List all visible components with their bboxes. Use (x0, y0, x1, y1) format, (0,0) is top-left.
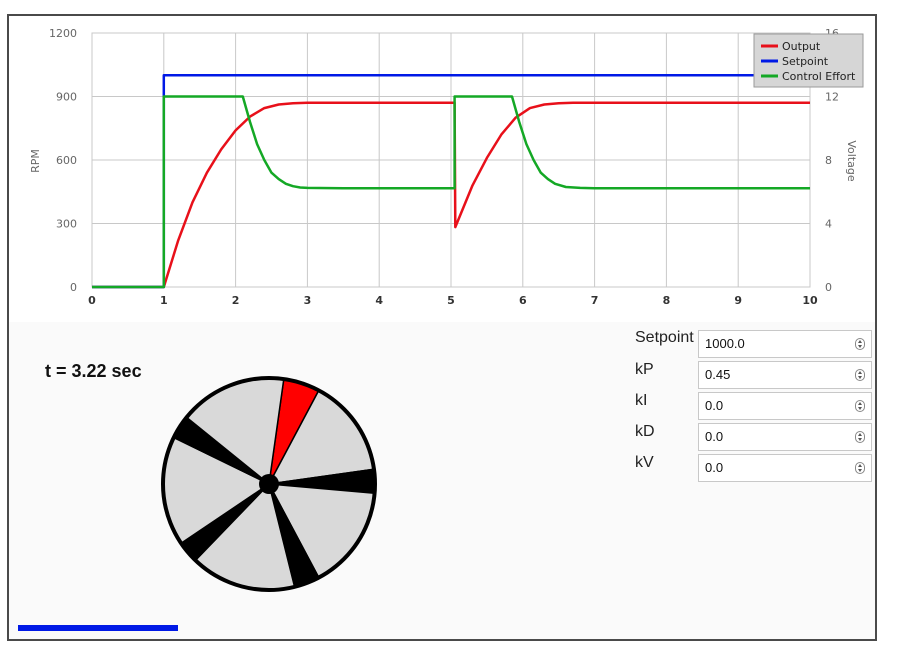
app-frame: 012345678910030060090012000481216 RPM Vo… (7, 14, 877, 641)
kp-value: 0.45 (705, 367, 731, 382)
kv-input[interactable]: 0.0 (698, 454, 872, 482)
time-readout: t = 3.22 sec (45, 361, 142, 381)
ki-value: 0.0 (705, 398, 724, 413)
kd-value: 0.0 (705, 429, 724, 444)
y2-tick-label: 12 (825, 91, 839, 104)
x-tick-label: 2 (232, 294, 240, 307)
legend: Output Setpoint Control Effort (753, 33, 864, 88)
y2-tick-label: 4 (825, 218, 832, 231)
kp-label: kP (635, 361, 654, 378)
x-tick-label: 5 (447, 294, 455, 307)
y-tick-label: 900 (56, 91, 77, 104)
x-tick-label: 7 (591, 294, 599, 307)
motor-wheel (161, 376, 377, 592)
chart: 012345678910030060090012000481216 RPM Vo… (29, 27, 864, 307)
wheel-sectors (162, 377, 376, 591)
x-tick-label: 8 (663, 294, 671, 307)
y2-axis-title: Voltage (845, 140, 858, 181)
kd-stepper-icon[interactable] (855, 431, 865, 443)
chart-series (92, 74, 810, 289)
y2-tick-label: 0 (825, 281, 832, 294)
chart-grid (91, 32, 811, 288)
y-tick-label: 0 (70, 281, 77, 294)
y2-tick-label: 8 (825, 154, 832, 167)
legend-label-output: Output (782, 40, 821, 53)
series-line-output (92, 101, 810, 289)
setpoint-label: Setpoint (635, 329, 694, 346)
y-tick-label: 300 (56, 218, 77, 231)
kd-input[interactable]: 0.0 (698, 423, 872, 451)
y-tick-label: 600 (56, 154, 77, 167)
setpoint-input[interactable]: 1000.0 (698, 330, 872, 358)
series-line-control-effort (92, 95, 810, 289)
kv-label: kV (635, 454, 654, 471)
kv-stepper-icon[interactable] (855, 462, 865, 474)
plot-area: 012345678910030060090012000481216 RPM Vo… (9, 16, 875, 322)
wheel-rim (161, 376, 377, 592)
kd-label: kD (635, 423, 655, 440)
setpoint-stepper-icon[interactable] (855, 338, 865, 350)
legend-label-control-effort: Control Effort (782, 70, 856, 83)
kp-stepper-icon[interactable] (855, 369, 865, 381)
x-tick-label: 3 (304, 294, 312, 307)
time-progress-fill (18, 625, 178, 631)
time-progress-bar (18, 625, 178, 631)
setpoint-value: 1000.0 (705, 336, 745, 351)
y-axis-title: RPM (29, 149, 42, 173)
ki-input[interactable]: 0.0 (698, 392, 872, 420)
x-tick-label: 9 (734, 294, 742, 307)
x-tick-label: 1 (160, 294, 168, 307)
x-tick-label: 6 (519, 294, 527, 307)
legend-label-setpoint: Setpoint (782, 55, 829, 68)
x-tick-label: 10 (802, 294, 818, 307)
ki-label: kI (635, 392, 648, 409)
x-tick-label: 0 (88, 294, 96, 307)
plot-border (91, 32, 811, 288)
ki-stepper-icon[interactable] (855, 400, 865, 412)
y-tick-label: 1200 (49, 27, 77, 40)
x-tick-label: 4 (375, 294, 383, 307)
chart-ticks: 012345678910030060090012000481216 (49, 27, 839, 307)
kv-value: 0.0 (705, 460, 724, 475)
wheel-hub (259, 474, 279, 494)
kp-input[interactable]: 0.45 (698, 361, 872, 389)
